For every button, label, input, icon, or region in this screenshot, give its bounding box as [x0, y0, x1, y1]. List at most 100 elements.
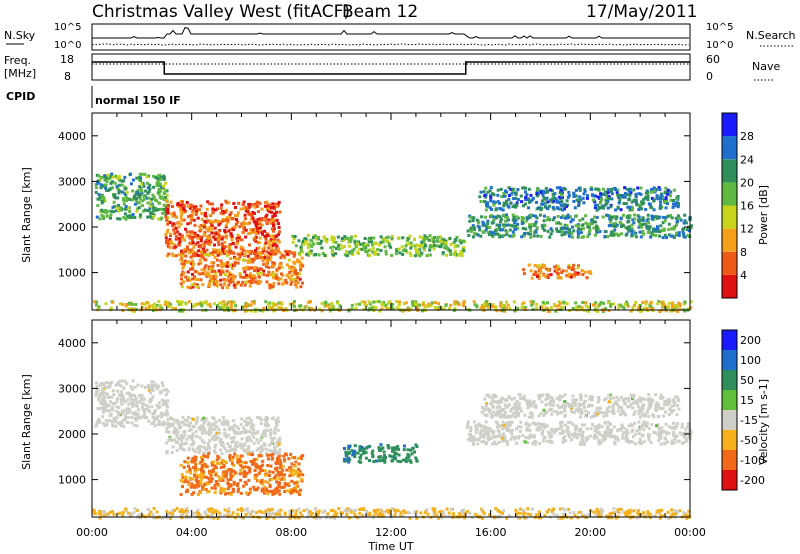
velocity-cell	[240, 446, 244, 450]
power-cell	[104, 176, 108, 180]
velocity-cell	[472, 420, 476, 424]
power-cell	[606, 206, 610, 210]
power-cell	[157, 188, 161, 192]
power-cell	[349, 237, 353, 241]
velocity-feature-echo-lower	[179, 452, 305, 496]
velocity-cell	[234, 432, 238, 436]
power-cell	[539, 270, 543, 274]
power-cell	[535, 226, 539, 230]
velocity-cell	[206, 490, 210, 494]
power-cell	[295, 260, 299, 264]
power-cell	[560, 230, 564, 233]
power-cell	[512, 197, 516, 201]
velocity-cell	[127, 402, 131, 406]
power-cell	[182, 280, 186, 284]
velocity-cell	[347, 447, 351, 451]
velocity-cell	[204, 448, 208, 452]
power-cell	[194, 277, 197, 281]
velocity-cell	[545, 439, 549, 443]
power-cell	[290, 274, 294, 278]
velocity-cell	[219, 438, 223, 441]
power-colorbar-tick: 4	[740, 269, 747, 282]
power-colorbar-tick: 24	[740, 153, 754, 166]
power-cell	[207, 267, 211, 271]
velocity-cell	[210, 424, 213, 428]
power-cell	[203, 219, 207, 223]
power-cell	[630, 208, 634, 212]
power-cell	[272, 205, 276, 209]
velocity-cell	[114, 383, 118, 387]
power-cell	[166, 302, 170, 306]
power-cell	[272, 276, 275, 280]
power-cell	[538, 213, 542, 217]
velocity-cell	[286, 489, 290, 493]
power-cell	[406, 239, 409, 242]
power-cell	[292, 254, 296, 258]
velocity-cell	[250, 432, 254, 436]
power-cell	[588, 270, 592, 273]
power-cell	[105, 180, 109, 184]
power-cell	[108, 177, 111, 181]
power-cell	[560, 200, 564, 204]
velocity-cell	[362, 447, 366, 451]
velocity-cell	[115, 400, 119, 404]
power-cell	[398, 300, 401, 304]
power-cell	[330, 235, 334, 239]
power-cell	[105, 188, 109, 192]
velocity-cell	[154, 384, 158, 388]
power-cell	[95, 215, 99, 219]
power-cell	[213, 302, 217, 306]
power-cell	[395, 306, 399, 310]
power-cell	[486, 190, 490, 194]
velocity-cell	[113, 401, 116, 405]
power-cell	[185, 245, 189, 249]
velocity-cell	[365, 446, 368, 450]
power-cell	[484, 228, 488, 232]
velocity-cell	[249, 421, 253, 425]
power-cell	[433, 301, 437, 305]
power-cell	[613, 228, 617, 232]
power-cell	[193, 254, 197, 258]
power-cell	[570, 218, 574, 222]
velocity-cell	[156, 415, 160, 418]
velocity-cell	[247, 470, 251, 474]
power-cell	[580, 306, 584, 310]
velocity-cell	[125, 382, 129, 386]
velocity-cell	[511, 435, 514, 439]
power-cell	[150, 197, 154, 201]
velocity-cell	[162, 420, 166, 424]
power-cell	[199, 239, 203, 243]
power-cell	[259, 256, 263, 260]
power-cell	[432, 244, 436, 248]
velocity-cell	[121, 411, 125, 415]
velocity-cell	[293, 488, 297, 492]
velocity-cell	[190, 434, 194, 438]
power-cell	[623, 302, 627, 306]
power-cell	[527, 206, 530, 210]
power-cell	[232, 202, 236, 205]
power-cell	[146, 181, 149, 185]
velocity-cell	[120, 379, 124, 383]
power-cell	[561, 214, 565, 218]
velocity-cell	[390, 455, 393, 459]
power-cell	[96, 197, 100, 201]
power-cell	[636, 214, 640, 218]
power-cell	[258, 201, 262, 205]
power-cell	[227, 283, 231, 287]
power-cell	[514, 196, 518, 200]
velocity-cell	[203, 428, 207, 432]
power-y-axis-label: Slant Range [km]	[20, 167, 33, 263]
power-cell	[495, 309, 499, 313]
velocity-cell	[251, 453, 254, 457]
velocity-cell	[642, 424, 646, 428]
power-cell	[402, 302, 406, 306]
power-cell	[166, 228, 170, 232]
velocity-cell	[204, 417, 208, 421]
velocity-cell	[167, 437, 171, 441]
power-cell	[677, 202, 680, 205]
power-cell	[123, 207, 127, 211]
power-cell	[550, 229, 554, 233]
velocity-cell	[229, 473, 233, 477]
velocity-cell	[410, 452, 414, 456]
